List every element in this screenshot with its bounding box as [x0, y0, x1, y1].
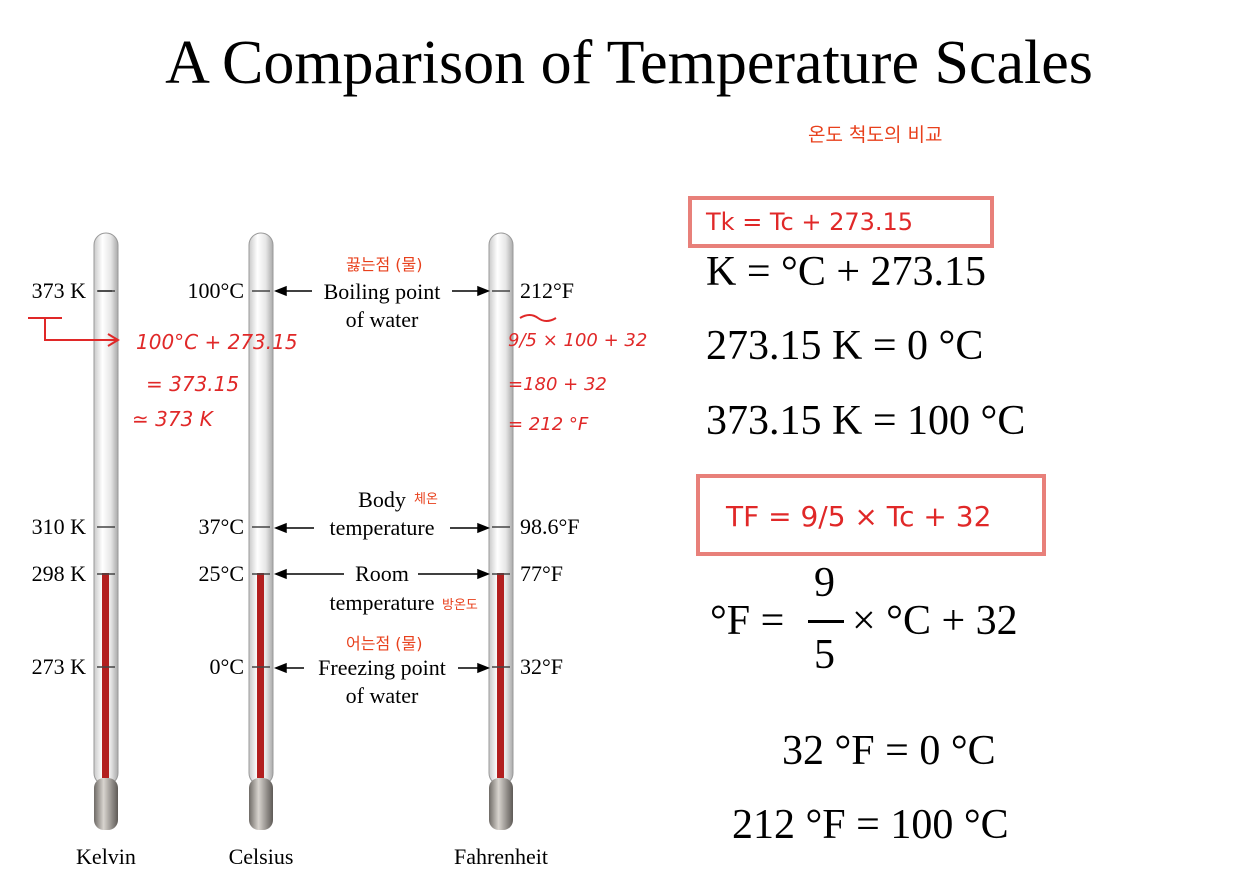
- freezing-line1: Freezing point: [318, 655, 446, 680]
- annotation-strokes: [28, 314, 557, 347]
- equation-fahrenheit-celsius: °F = 9 5 × °C + 32: [710, 562, 1040, 682]
- room-line2: temperature: [329, 590, 435, 615]
- freezing-kr-note: 어는점 (물): [346, 634, 423, 653]
- celsius-tick-37: 37°C: [198, 514, 244, 539]
- freezing-line2: of water: [345, 683, 419, 708]
- room-kr-note: 방온도: [442, 598, 478, 613]
- boiling-kr-note: 끓는점 (물): [346, 255, 423, 274]
- equation-273: 273.15 K = 0 °C: [706, 323, 984, 369]
- kelvin-tick-310: 310 K: [31, 514, 86, 539]
- celsius-thermometer: [248, 232, 274, 830]
- fahrenheit-tick-98: 98.6°F: [520, 514, 580, 539]
- fahrenheit-tick-32: 32°F: [520, 654, 564, 679]
- kelvin-work-line2: = 373.15: [146, 372, 240, 396]
- kelvin-thermometer: [93, 232, 119, 830]
- kelvin-work-line1: 100°C + 273.15: [136, 330, 298, 354]
- kelvin-tick-273: 273 K: [31, 654, 86, 679]
- eq4-left: °F =: [710, 598, 785, 644]
- room-line1: Room: [355, 561, 409, 586]
- fahrenheit-mercury: [497, 573, 504, 778]
- eq4-numerator: 9: [814, 560, 835, 606]
- body-line2: temperature: [329, 515, 435, 540]
- fahrenheit-formula-handwritten: TF = 9/5 × Tc + 32: [726, 500, 992, 533]
- celsius-tick-100: 100°C: [187, 278, 244, 303]
- fahrenheit-thermometer: [488, 232, 514, 830]
- reference-arrows: [273, 285, 491, 674]
- celsius-tick-25: 25°C: [198, 561, 244, 586]
- kelvin-scale-name: Kelvin: [76, 844, 136, 869]
- celsius-scale-name: Celsius: [228, 844, 294, 869]
- body-kr-note: 체온: [414, 492, 438, 507]
- eq4-denominator: 5: [814, 632, 835, 678]
- fahrenheit-scale-name: Fahrenheit: [453, 844, 549, 869]
- equation-32f: 32 °F = 0 °C: [782, 728, 996, 774]
- kelvin-tick-298: 298 K: [31, 561, 86, 586]
- equation-212f: 212 °F = 100 °C: [732, 802, 1009, 848]
- fahrenheit-work-line2: =180 + 32: [508, 374, 607, 395]
- celsius-tick-0: 0°C: [209, 654, 244, 679]
- kelvin-tick-373: 373 K: [31, 278, 86, 303]
- korean-subtitle-note: 온도 척도의 비교: [808, 124, 943, 146]
- kelvin-formula-handwritten: Tk = Tc + 273.15: [706, 208, 914, 236]
- fahrenheit-work-line3: = 212 °F: [508, 414, 589, 435]
- body-line1: Body: [358, 487, 406, 512]
- kelvin-work-line3: ≃ 373 K: [132, 407, 213, 431]
- kelvin-mercury: [102, 573, 109, 778]
- fahrenheit-tick-77: 77°F: [520, 561, 564, 586]
- fahrenheit-formula-box: TF = 9/5 × Tc + 32: [696, 474, 1046, 556]
- boiling-line1: Boiling point: [323, 279, 441, 304]
- boiling-line2: of water: [345, 307, 419, 332]
- celsius-mercury: [257, 573, 264, 778]
- equation-373: 373.15 K = 100 °C: [706, 398, 1026, 444]
- kelvin-formula-box: Tk = Tc + 273.15: [688, 196, 994, 248]
- fahrenheit-work-line1: 9/5 × 100 + 32: [508, 330, 648, 351]
- eq4-fraction-bar: [808, 620, 844, 623]
- page-title: A Comparison of Temperature Scales: [165, 29, 1093, 97]
- equation-kelvin-celsius: K = °C + 273.15: [706, 249, 987, 295]
- fahrenheit-tick-212: 212°F: [520, 278, 575, 303]
- eq4-right: × °C + 32: [852, 598, 1018, 644]
